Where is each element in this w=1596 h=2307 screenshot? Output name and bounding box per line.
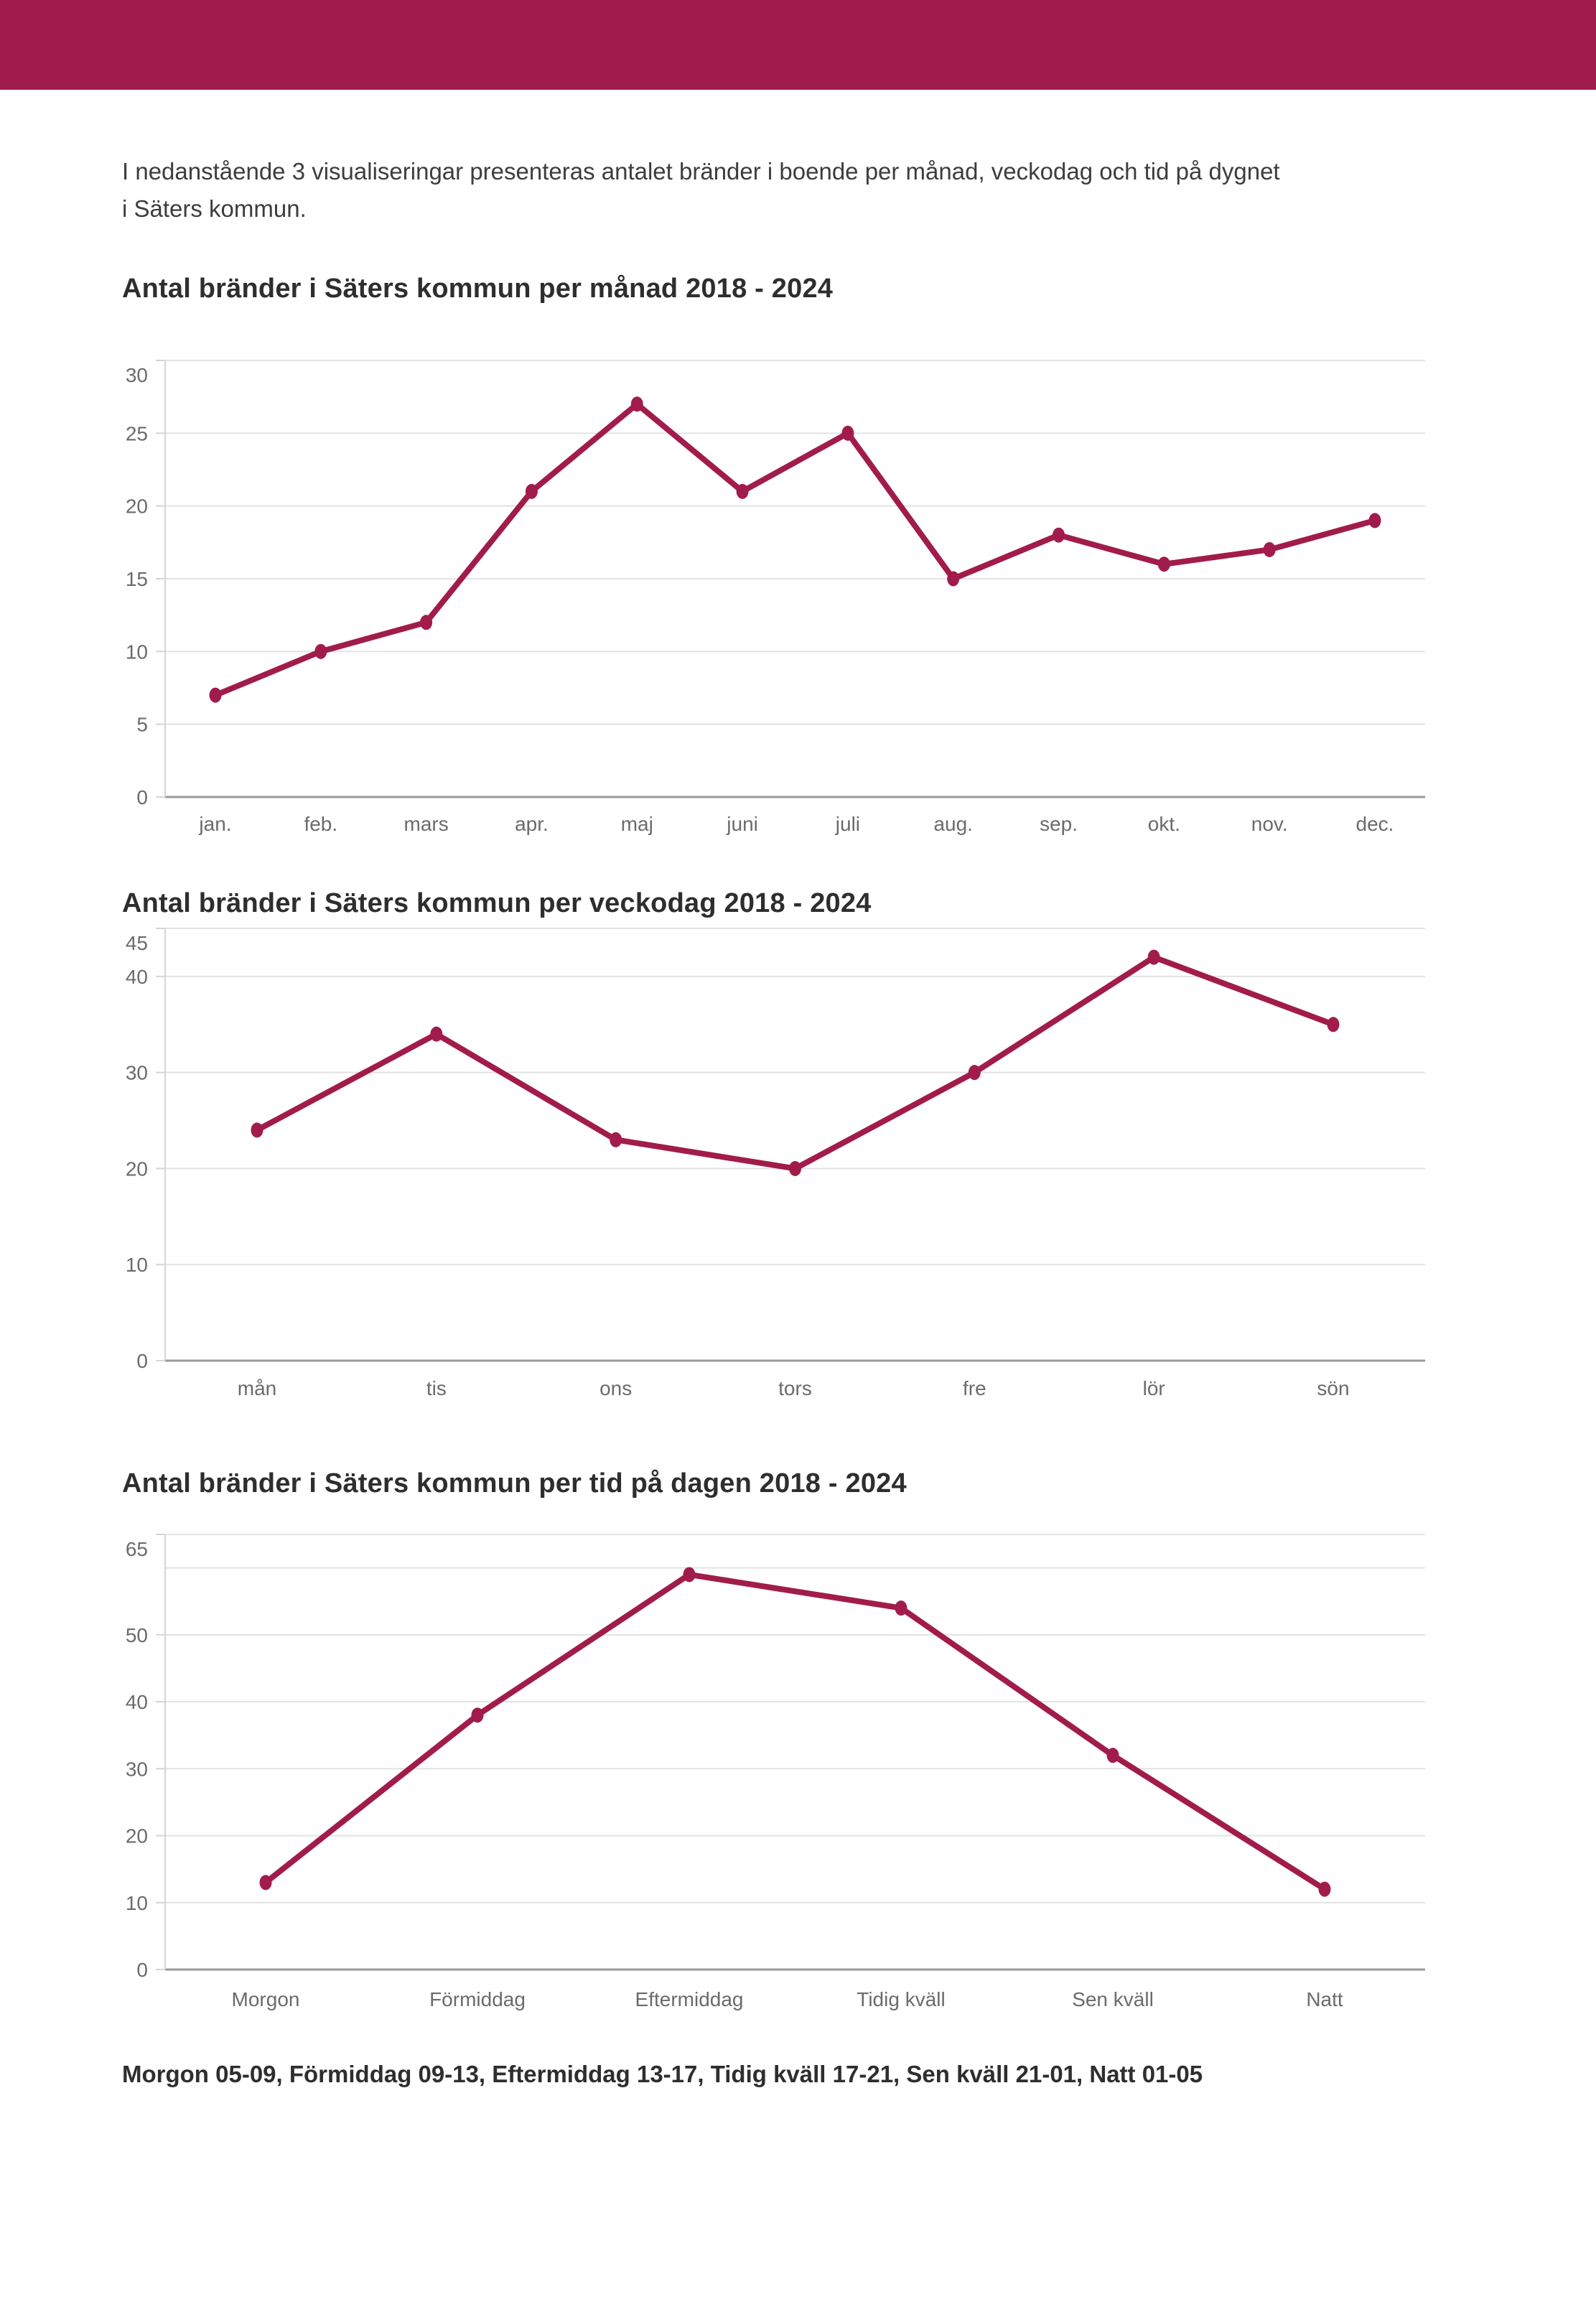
x-category-label-1: tis bbox=[426, 1377, 447, 1399]
data-point-tors bbox=[789, 1161, 801, 1177]
x-category-label-0: mån bbox=[238, 1377, 276, 1399]
y-tick-label-50: 50 bbox=[126, 1624, 148, 1646]
intro-line-2: i Säters kommun. bbox=[122, 195, 307, 223]
y-tick-label-25: 25 bbox=[126, 423, 148, 445]
chart-title-time-of-day: Antal bränder i Säters kommun per tid på… bbox=[122, 1468, 907, 1499]
monthly-line-chart: 0 5 10 15 20 25 30 jan. feb. mars apr. maj juni juli a… bbox=[126, 360, 1425, 835]
x-category-label-3: apr. bbox=[515, 813, 549, 835]
data-point-aug. bbox=[947, 571, 960, 587]
data-point-ons bbox=[610, 1132, 622, 1148]
x-category-label-11: dec. bbox=[1356, 813, 1394, 835]
data-point-Förmiddag bbox=[471, 1707, 484, 1723]
data-point-Natt bbox=[1318, 1881, 1331, 1897]
data-point-okt. bbox=[1157, 556, 1170, 572]
y-tick-label-30: 30 bbox=[126, 1758, 148, 1781]
x-category-label-3: Tidig kväll bbox=[857, 1988, 945, 2010]
data-point-lör bbox=[1147, 949, 1160, 965]
data-point-nov. bbox=[1263, 542, 1276, 558]
data-point-sön bbox=[1327, 1017, 1340, 1033]
y-tick-label-5: 5 bbox=[136, 714, 148, 736]
x-category-label-4: Sen kväll bbox=[1072, 1988, 1154, 2010]
data-point-juni bbox=[736, 484, 749, 500]
y-tick-label-40: 40 bbox=[126, 966, 148, 988]
series-line bbox=[263, 1572, 1327, 1893]
y-tick-label-0: 0 bbox=[136, 1959, 148, 1981]
data-point-Tidig kväll bbox=[895, 1600, 907, 1616]
data-point-feb. bbox=[314, 644, 327, 660]
x-category-label-5: Natt bbox=[1306, 1988, 1343, 2010]
data-point-maj bbox=[630, 396, 643, 412]
y-tick-label-10: 10 bbox=[126, 641, 148, 663]
data-point-juli bbox=[841, 426, 854, 442]
data-point-mån bbox=[251, 1122, 263, 1138]
x-category-label-10: nov. bbox=[1251, 813, 1288, 835]
x-category-label-4: fre bbox=[963, 1377, 986, 1399]
x-category-label-9: okt. bbox=[1148, 813, 1180, 835]
y-tick-label-20: 20 bbox=[126, 1158, 148, 1180]
data-point-mars bbox=[420, 615, 433, 630]
x-category-label-6: sön bbox=[1317, 1377, 1349, 1399]
y-tick-label-15: 15 bbox=[126, 568, 148, 590]
y-tick-label-10: 10 bbox=[126, 1892, 148, 1914]
weekday-chart-section: Antal bränder i Säters kommun per veckod… bbox=[0, 887, 1596, 1422]
x-category-label-0: jan. bbox=[198, 813, 231, 835]
data-point-dec. bbox=[1368, 513, 1381, 528]
data-point-Morgon bbox=[259, 1875, 272, 1891]
y-tick-label-10: 10 bbox=[126, 1254, 148, 1276]
series-line bbox=[213, 401, 1378, 699]
x-category-label-2: ons bbox=[599, 1377, 632, 1399]
intro-line-1: I nedanstående 3 visualiseringar present… bbox=[122, 158, 1280, 185]
x-category-label-1: Förmiddag bbox=[429, 1988, 526, 2010]
monthly-chart-section: Antal bränder i Säters kommun per månad … bbox=[0, 272, 1596, 858]
x-category-label-2: mars bbox=[404, 813, 449, 835]
data-point-jan. bbox=[209, 687, 222, 703]
y-tick-label-20: 20 bbox=[126, 1825, 148, 1847]
y-tick-label-0: 0 bbox=[136, 1350, 148, 1372]
time-of-day-line-chart: 0 10 20 30 40 50 65 Morgon Förmiddag Eftermiddag T… bbox=[126, 1534, 1425, 2010]
x-category-label-2: Eftermiddag bbox=[635, 1988, 744, 2010]
y-tick-label-45: 45 bbox=[126, 932, 148, 954]
y-tick-label-30: 30 bbox=[126, 364, 148, 386]
y-tick-label-0: 0 bbox=[136, 786, 148, 808]
data-point-apr. bbox=[525, 484, 538, 500]
time-ranges-note: Morgon 05-09, Förmiddag 09-13, Eftermidd… bbox=[122, 2061, 1203, 2088]
x-category-label-1: feb. bbox=[304, 813, 337, 835]
x-category-label-6: juli bbox=[835, 813, 860, 835]
header-bar bbox=[0, 0, 1596, 90]
intro-text: I nedanstående 3 visualiseringar present… bbox=[122, 153, 1436, 228]
y-tick-label-40: 40 bbox=[126, 1691, 148, 1713]
x-category-label-0: Morgon bbox=[232, 1988, 300, 2010]
data-point-sep. bbox=[1053, 527, 1065, 543]
chart-title-monthly: Antal bränder i Säters kommun per månad … bbox=[122, 274, 834, 304]
time-of-day-chart-section: Antal bränder i Säters kommun per tid på… bbox=[0, 1467, 1596, 2039]
x-category-label-3: tors bbox=[778, 1377, 812, 1399]
y-tick-label-65: 65 bbox=[126, 1538, 148, 1560]
data-point-Eftermiddag bbox=[683, 1567, 696, 1583]
x-category-label-4: maj bbox=[621, 813, 653, 835]
data-point-Sen kväll bbox=[1106, 1748, 1119, 1763]
y-tick-label-20: 20 bbox=[126, 495, 148, 518]
chart-title-weekday: Antal bränder i Säters kommun per veckod… bbox=[122, 888, 872, 919]
x-category-label-5: lör bbox=[1143, 1377, 1165, 1399]
y-tick-label-30: 30 bbox=[126, 1062, 148, 1084]
x-category-label-7: aug. bbox=[933, 813, 973, 835]
x-category-label-5: juni bbox=[726, 813, 758, 835]
series-line bbox=[254, 954, 1336, 1172]
data-point-tis bbox=[430, 1026, 443, 1042]
x-category-label-8: sep. bbox=[1040, 813, 1078, 835]
data-point-fre bbox=[968, 1065, 981, 1081]
weekday-line-chart: 0 10 20 30 40 45 mån tis ons tors fre lör sön bbox=[126, 928, 1425, 1399]
